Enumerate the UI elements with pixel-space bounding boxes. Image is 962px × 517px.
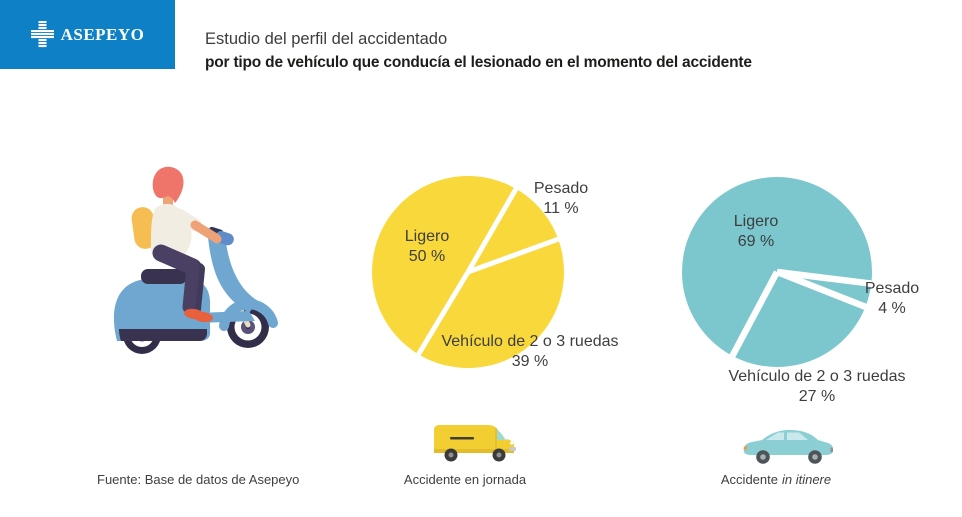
asepeyo-cross-icon [30,21,54,48]
scooter-rider-illustration [113,166,278,354]
caption-itinere: Accidente in itinere [720,472,832,487]
pie1-label-pesado: Pesado 11 % [533,180,589,217]
page-title: Estudio del perfil del accidentado por t… [205,31,752,70]
pie-chart-jornada [372,176,564,368]
title-line2: por tipo de vehículo que conducía el les… [205,53,752,71]
van-icon [434,425,516,462]
pie2-label-ruedas: Vehículo de 2 o 3 ruedas 27 % [728,368,906,405]
pie1-label-ruedas: Vehículo de 2 o 3 ruedas 39 % [441,333,619,370]
pie2-label-ligero: Ligero 69 % [733,213,779,250]
asepeyo-logo-text: ASEPEYO [60,24,145,44]
car-icon [743,430,834,464]
asepeyo-logo: ASEPEYO [0,0,175,69]
pie2-label-pesado: Pesado 4 % [864,280,920,317]
pie-chart-itinere [682,177,872,367]
source-note: Fuente: Base de datos de Asepeyo [97,472,300,487]
title-line1: Estudio del perfil del accidentado [205,30,448,48]
pie1-label-ligero: Ligero 50 % [404,228,450,265]
caption-jornada: Accidente en jornada [403,472,527,487]
